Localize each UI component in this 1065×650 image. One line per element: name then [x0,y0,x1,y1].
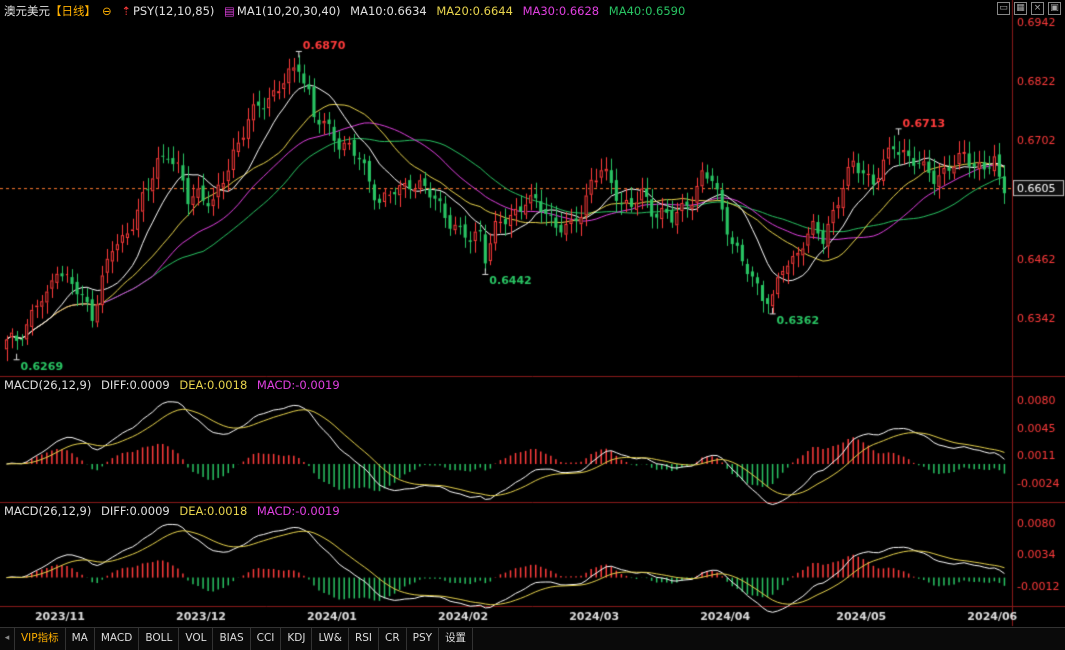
window-restore-icon[interactable]: ▣ [1048,2,1061,15]
ma20-value: MA20:0.6644 [436,4,513,18]
ma40-value: MA40:0.6590 [608,4,686,18]
macd-dea: DEA:0.0018 [179,504,248,518]
tab-7[interactable]: KDJ [281,628,313,650]
macd-dea: DEA:0.0018 [179,378,248,392]
up-arrow-icon: ⇡ [121,4,131,18]
tab-3[interactable]: BOLL [139,628,180,650]
ma10-value: MA10:0.6634 [350,4,427,18]
window-menu-icon[interactable]: ▭ [997,2,1010,15]
macd-value: MACD:-0.0019 [256,504,340,518]
tab-8[interactable]: LW& [312,628,349,650]
macd-name: MACD(26,12,9) [4,378,92,392]
tab-4[interactable]: VOL [179,628,214,650]
macd-header-2: MACD(26,12,9) DIFF:0.0009 DEA:0.0018 MAC… [4,503,346,519]
settings-circle-icon[interactable]: ⊖ [102,4,112,18]
tab-1[interactable]: MA [66,628,95,650]
indicator-tab-bar: ◂ VIP指标 MA MACD BOLL VOL BIAS CCI KDJ LW& RSI CR PS… [0,627,1065,650]
psy-indicator: PSY(12,10,85) [132,4,215,18]
period-label[interactable]: 【日线】 [50,4,96,18]
main-header: 澳元美元【日线】 ⊖ ⇡ PSY(12,10,85) ▤ MA1(10,20,30,4… [4,3,691,19]
macd-diff: DIFF:0.0009 [101,504,170,518]
instrument-name: 澳元美元 [4,4,50,18]
macd-value: MACD:-0.0019 [256,378,340,392]
macd-header-1: MACD(26,12,9) DIFF:0.0009 DEA:0.0018 MAC… [4,377,346,393]
tab-scroll-left-icon[interactable]: ◂ [0,628,15,650]
tab-12[interactable]: 设置 [439,628,474,650]
tab-5[interactable]: BIAS [213,628,251,650]
macd-name: MACD(26,12,9) [4,504,92,518]
tab-9[interactable]: RSI [349,628,379,650]
window-buttons: ▭ ▦ × ▣ [997,2,1061,15]
macd-diff: DIFF:0.0009 [101,378,170,392]
tab-6[interactable]: CCI [251,628,282,650]
tab-11[interactable]: PSY [407,628,440,650]
window-close-icon[interactable]: × [1031,2,1044,15]
window-grid-icon[interactable]: ▦ [1014,2,1027,15]
ma-marker-icon: ▤ [224,4,235,18]
tab-2[interactable]: MACD [95,628,140,650]
ma30-value: MA30:0.6628 [522,4,600,18]
tab-0[interactable]: VIP指标 [15,628,66,650]
tab-10[interactable]: CR [379,628,407,650]
ma-group-label: MA1(10,20,30,40) [236,4,341,18]
